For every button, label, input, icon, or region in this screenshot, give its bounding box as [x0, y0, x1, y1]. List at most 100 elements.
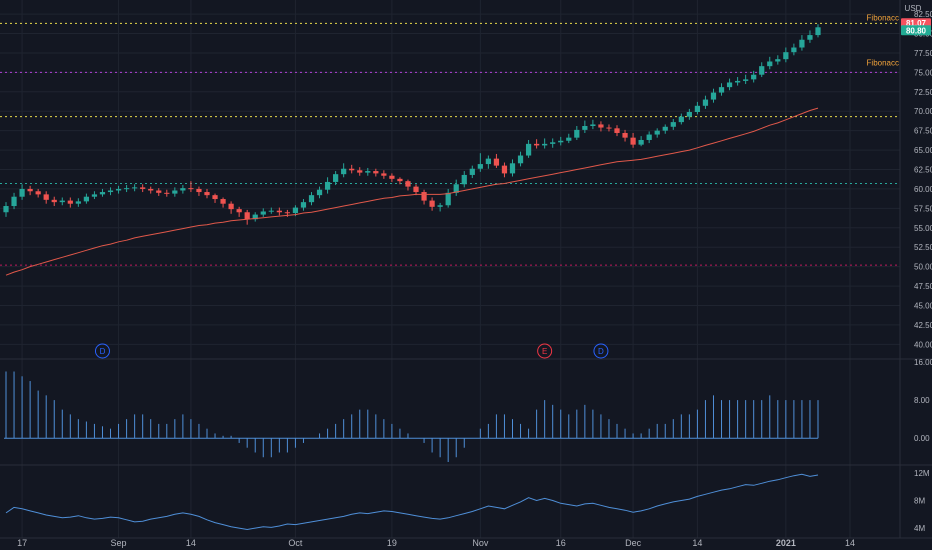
candle-body — [236, 209, 242, 213]
candle-body — [140, 187, 146, 189]
candle-body — [67, 200, 73, 204]
candle-body — [349, 168, 355, 171]
event-marker-label: E — [542, 347, 547, 356]
time-axis-tick: Dec — [625, 538, 642, 548]
candle-body — [3, 206, 9, 213]
candle-body — [759, 66, 765, 75]
candle-body — [453, 184, 459, 193]
candle-body — [614, 128, 620, 133]
time-axis-tick: 2021 — [776, 538, 796, 548]
candle-body — [188, 188, 194, 190]
candle-body — [734, 80, 741, 83]
candle-body — [718, 87, 725, 93]
candle-body — [341, 168, 347, 175]
price-axis-tick: 70.00 — [914, 107, 932, 116]
candle-body — [469, 168, 475, 175]
event-marker-label: D — [598, 347, 604, 356]
candle-body — [83, 196, 90, 202]
time-axis-tick: Oct — [288, 538, 303, 548]
time-axis-tick: Sep — [111, 538, 127, 548]
candle-body — [292, 207, 299, 214]
candle-body — [228, 203, 234, 210]
candle-body — [767, 61, 773, 67]
event-marker-circle — [94, 343, 110, 359]
candle-body — [783, 52, 789, 60]
candle-body — [799, 39, 805, 48]
price-axis-tick: 75.00 — [914, 68, 932, 77]
indicator-axis-tick: 4M — [914, 524, 925, 533]
candle-body — [694, 105, 701, 113]
price-axis-tick: 72.50 — [914, 88, 932, 97]
price-axis-tick: 62.50 — [914, 166, 932, 175]
candle-body — [630, 137, 636, 145]
candle-body — [212, 195, 218, 200]
candle-body — [148, 188, 154, 191]
candle-body — [686, 112, 692, 117]
candle-body — [638, 139, 644, 145]
candle-body — [132, 187, 138, 189]
candle-body — [308, 195, 315, 203]
candle-body — [373, 171, 379, 174]
price-axis-tick: 65.00 — [914, 146, 932, 155]
candle-body — [775, 59, 781, 62]
candlestick-series — [3, 24, 821, 225]
candle-body — [220, 199, 226, 204]
candle-body — [397, 178, 403, 182]
candle-body — [276, 210, 282, 213]
time-axis-tick: 19 — [387, 538, 397, 548]
candle-body — [172, 190, 178, 194]
candle-body — [324, 181, 331, 190]
price-axis-tick: 40.00 — [914, 340, 932, 349]
time-axis-tick: 16 — [556, 538, 566, 548]
time-axis-tick: 17 — [17, 538, 27, 548]
candle-body — [598, 124, 604, 128]
candle-body — [702, 99, 709, 106]
price-axis-tick: 82.50 — [914, 10, 932, 19]
candle-body — [751, 74, 757, 80]
price-badge-label: 81.07 — [906, 19, 927, 28]
candle-body — [300, 202, 307, 208]
candle-body — [525, 143, 532, 156]
event-marker[interactable]: D — [593, 343, 609, 359]
candle-body — [204, 192, 210, 196]
candle-body — [654, 130, 660, 135]
oscillator-histogram — [4, 371, 819, 462]
time-axis-tick: Nov — [472, 538, 489, 548]
candle-body — [244, 212, 250, 220]
price-axis[interactable]: 82.5080.0077.5075.0072.5070.0067.5065.00… — [914, 10, 932, 533]
fibonacci-levels: Fibonacc Fibonacc — [0, 13, 900, 266]
candle-body — [445, 192, 451, 206]
time-axis[interactable]: 17 Sep 14 Oct 19 Nov 16 Dec 14 2021 14 — [17, 538, 855, 548]
price-axis-tick: 60.00 — [914, 185, 932, 194]
candle-body — [35, 191, 41, 195]
candle-body — [606, 127, 612, 129]
candle-body — [429, 200, 435, 207]
candle-body — [381, 173, 387, 176]
candle-body — [461, 174, 467, 185]
candle-body — [437, 205, 443, 207]
candle-body — [59, 200, 65, 203]
moving-average-line — [5, 107, 819, 276]
oscillator-axis-tick: 16.00 — [914, 358, 932, 367]
candle-body — [421, 192, 427, 201]
candle-body — [509, 163, 516, 174]
indicator-axis-tick: 12M — [914, 469, 930, 478]
candle-body — [389, 175, 395, 179]
candle-body — [566, 137, 572, 141]
price-axis-tick: 45.00 — [914, 301, 932, 310]
indicator-axis-tick: 8M — [914, 497, 925, 506]
oscillator-axis-tick: 0.00 — [914, 434, 930, 443]
candle-body — [582, 125, 588, 130]
candle-body — [550, 142, 556, 144]
candle-body — [156, 190, 162, 193]
candle-body — [485, 158, 491, 165]
candle-body — [51, 199, 57, 203]
event-marker[interactable]: D — [94, 343, 110, 359]
candle-body — [590, 124, 596, 126]
event-marker[interactable]: E — [537, 343, 553, 359]
fibonacci-label: Fibonacc — [867, 13, 899, 22]
